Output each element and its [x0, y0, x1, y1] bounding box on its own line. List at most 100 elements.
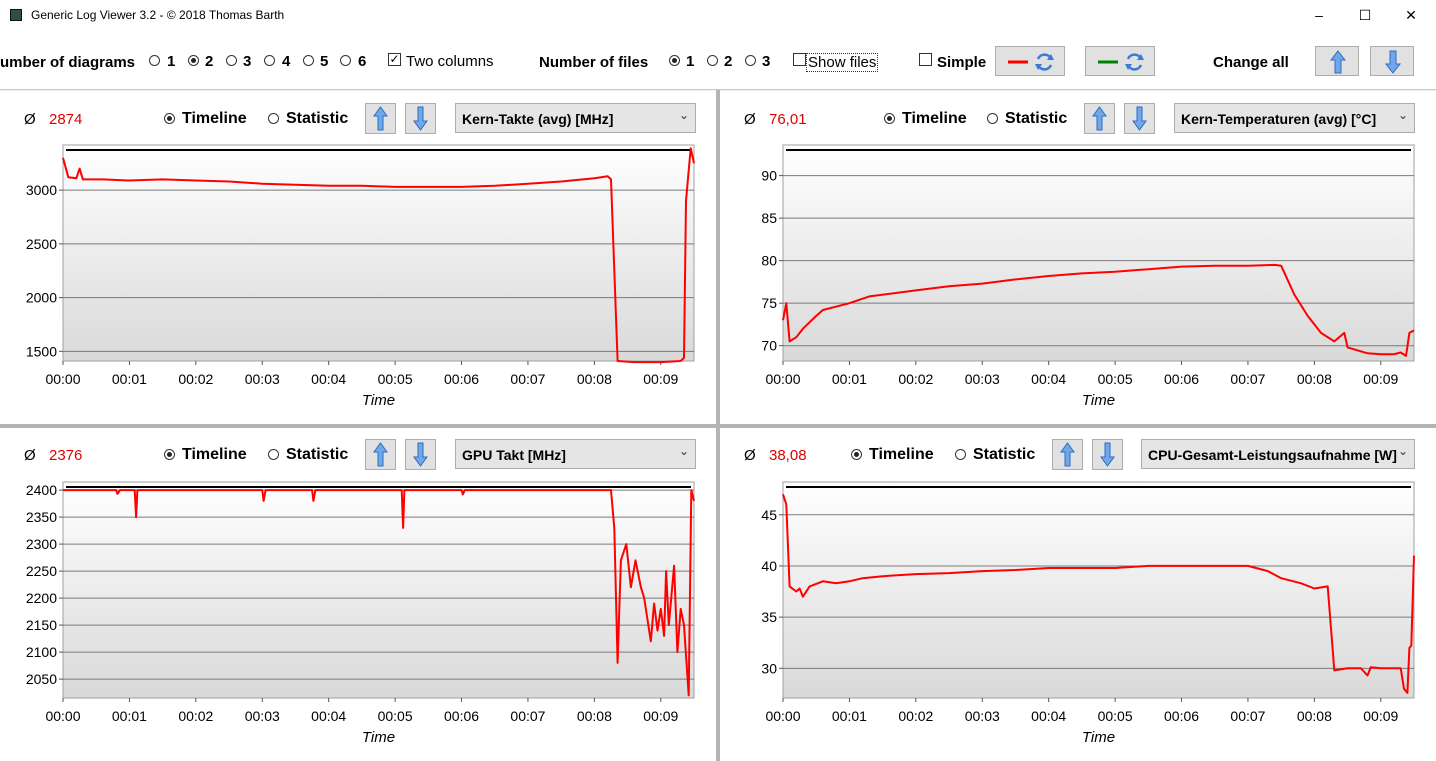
x-axis-title: Time [362, 392, 395, 409]
x-tick-label: 00:05 [378, 708, 413, 724]
sensor-select-value: Kern-Takte (avg) [MHz] [462, 111, 614, 127]
diagram-option-6: 6 [358, 53, 367, 70]
average-symbol: Ø [24, 111, 36, 128]
series-line [62, 147, 695, 364]
diagram-radio-5[interactable] [303, 55, 314, 66]
x-tick-label: 00:03 [965, 708, 1000, 724]
sensor-select[interactable]: CPU-Gesamt-Leistungsaufnahme [W] ⌄ [1141, 439, 1415, 469]
arrow-down-icon [413, 442, 428, 467]
diagram-radio-4[interactable] [264, 55, 275, 66]
sensor-select[interactable]: Kern-Takte (avg) [MHz] ⌄ [455, 103, 696, 133]
arrow-up-icon [373, 442, 388, 467]
move-down-button[interactable] [1124, 103, 1155, 134]
timeline-label: Timeline [182, 446, 247, 463]
statistic-label: Statistic [973, 446, 1036, 463]
sensor-select[interactable]: Kern-Temperaturen (avg) [°C] ⌄ [1174, 103, 1415, 133]
timeline-radio[interactable] [851, 449, 862, 460]
average-value: 76,01 [769, 111, 807, 128]
arrow-up-icon [373, 106, 388, 131]
x-tick-label: 00:01 [112, 708, 147, 724]
file-radio-2[interactable] [707, 55, 718, 66]
line-chart: 1500 2000 2500 3000 00:00 00:01 00:02 00:03 00:0… [26, 144, 695, 409]
move-down-button[interactable] [1092, 439, 1123, 470]
move-down-button[interactable] [405, 103, 436, 134]
move-down-button[interactable] [405, 439, 436, 470]
y-tick-label: 30 [761, 660, 777, 676]
statistic-radio[interactable] [268, 113, 279, 124]
x-tick-label: 00:02 [898, 371, 933, 387]
x-axis-title: Time [1082, 729, 1115, 746]
diagram-radio-1[interactable] [149, 55, 160, 66]
title-bar: Generic Log Viewer 3.2 - © 2018 Thomas B… [0, 0, 1436, 30]
arrow-down-icon [1132, 106, 1147, 131]
y-tick-label: 2150 [26, 617, 57, 633]
diagram-option-3: 3 [243, 53, 252, 70]
x-tick-label: 00:04 [311, 708, 346, 724]
statistic-radio[interactable] [987, 113, 998, 124]
file-option-1: 1 [686, 53, 695, 70]
timeline-radio[interactable] [164, 449, 175, 460]
arrow-down-icon [413, 106, 428, 131]
y-tick-label: 80 [761, 253, 777, 269]
x-tick-label: 00:03 [245, 708, 280, 724]
x-tick-label: 00:09 [643, 371, 678, 387]
diagram-radio-2[interactable] [188, 55, 199, 66]
file2-color-button[interactable] [1085, 46, 1155, 76]
file-option-3: 3 [762, 53, 771, 70]
x-tick-label: 00:06 [444, 371, 479, 387]
change-all-up-button[interactable] [1315, 46, 1359, 76]
y-tick-label: 40 [761, 558, 777, 574]
statistic-radio[interactable] [268, 449, 279, 460]
x-tick-label: 00:02 [178, 708, 213, 724]
chevron-down-icon: ⌄ [1397, 444, 1408, 458]
move-up-button[interactable] [365, 103, 396, 134]
y-tick-label: 2050 [26, 671, 57, 687]
two-columns-label: Two columns [406, 53, 494, 70]
y-tick-label: 2100 [26, 644, 57, 660]
show-files-label: Show files [806, 53, 879, 72]
average-value: 2874 [49, 111, 83, 128]
window-title: Generic Log Viewer 3.2 - © 2018 Thomas B… [31, 8, 285, 22]
x-tick-label: 00:07 [510, 371, 545, 387]
timeline-radio[interactable] [884, 113, 895, 124]
x-axis-title: Time [1082, 392, 1115, 409]
line-chart: 70 75 80 85 90 00:00 00:01 00:02 00:03 00:04 00:05… [761, 144, 1415, 409]
y-tick-label: 45 [761, 507, 777, 523]
minimize-button[interactable]: – [1315, 7, 1323, 23]
sensor-select[interactable]: GPU Takt [MHz] ⌄ [455, 439, 696, 469]
diagram-radio-3[interactable] [226, 55, 237, 66]
statistic-radio[interactable] [955, 449, 966, 460]
diagram-radio-6[interactable] [340, 55, 351, 66]
timeline-radio[interactable] [164, 113, 175, 124]
x-tick-label: 00:08 [577, 708, 612, 724]
file-radio-3[interactable] [745, 55, 756, 66]
two-columns-checkbox[interactable]: ✓ [388, 52, 401, 66]
x-tick-label: 00:08 [577, 371, 612, 387]
move-up-button[interactable] [1052, 439, 1083, 470]
sensor-select-value: GPU Takt [MHz] [462, 447, 566, 463]
show-files-checkbox[interactable] [793, 53, 806, 66]
x-tick-label: 00:01 [112, 371, 147, 387]
x-tick-label: 00:07 [1230, 708, 1265, 724]
file1-color-button[interactable] [995, 46, 1065, 76]
move-up-button[interactable] [365, 439, 396, 470]
app-icon [10, 9, 22, 21]
series-line [63, 489, 695, 697]
average-symbol: Ø [744, 447, 756, 464]
series-line [782, 493, 1415, 694]
chevron-down-icon: ⌄ [678, 444, 689, 458]
change-all-down-button[interactable] [1370, 46, 1414, 76]
x-tick-label: 00:05 [378, 371, 413, 387]
plot-area [62, 481, 695, 699]
close-button[interactable]: ✕ [1405, 6, 1417, 23]
simple-checkbox[interactable] [919, 53, 932, 66]
move-up-button[interactable] [1084, 103, 1115, 134]
simple-label: Simple r [937, 54, 989, 71]
average-symbol: Ø [24, 447, 36, 464]
plot-area [782, 481, 1415, 699]
x-tick-label: 00:08 [1297, 708, 1332, 724]
maximize-button[interactable]: ☐ [1358, 6, 1372, 23]
y-tick-label: 85 [761, 210, 777, 226]
horizontal-splitter[interactable] [0, 424, 1436, 428]
file-radio-1[interactable] [669, 55, 680, 66]
